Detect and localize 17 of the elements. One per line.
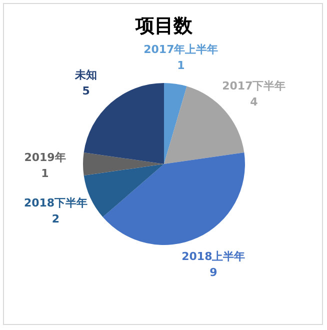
- pie-slice: [84, 83, 164, 164]
- data-label: 9: [210, 266, 218, 280]
- slice-label: 2017下半年: [222, 80, 286, 93]
- data-label: 4: [250, 96, 258, 109]
- slice-label: 2018下半年: [24, 196, 88, 210]
- data-label: 5: [82, 84, 90, 98]
- data-label: 1: [41, 167, 49, 180]
- pie-slice: [102, 152, 245, 245]
- data-label: 1: [177, 59, 185, 72]
- slice-label: 2019年: [24, 151, 66, 164]
- pie-slice: [83, 152, 164, 176]
- slice-label: 2017年上半年: [144, 43, 218, 56]
- chart-title: 项目数: [134, 15, 194, 37]
- data-label: 2: [52, 212, 60, 226]
- pie-slice: [164, 83, 187, 164]
- slice-label: 未知: [74, 68, 98, 82]
- slice-label: 2018上半年: [182, 250, 246, 264]
